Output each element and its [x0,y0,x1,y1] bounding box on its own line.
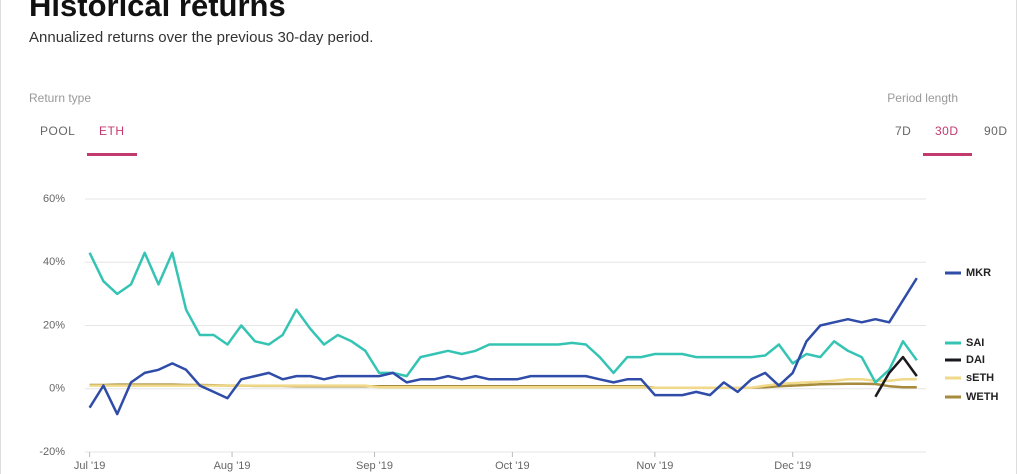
tab-90d[interactable]: 90D [984,124,1008,138]
y-tick-label: 40% [43,256,65,268]
legend-label: SAI [966,337,984,349]
y-tick-label: 20% [43,319,65,331]
x-tick-label: Oct '19 [495,460,530,472]
legend-label: DAI [966,354,985,366]
y-tick-label: -20% [39,446,65,458]
legend-label: WETH [966,391,998,403]
x-tick-label: Jul '19 [74,460,105,472]
x-tick-label: Dec '19 [774,460,811,472]
legend-label: MKR [966,267,991,279]
x-tick-label: Sep '19 [356,460,393,472]
title: Historical returns [29,0,286,23]
tab-pool[interactable]: POOL [40,124,76,138]
period-label: Period length [887,91,958,105]
series-line [88,251,918,384]
x-tick-label: Nov '19 [636,460,673,472]
series-line [874,355,918,398]
legend-label: sETH [966,372,994,384]
subtitle: Annualized returns over the previous 30-… [29,29,374,46]
tab-7d[interactable]: 7D [895,124,912,138]
y-tick-label: 0% [49,383,65,395]
tab-eth[interactable]: ETH [99,124,125,138]
series-line [88,277,918,416]
return-type-label: Return type [29,91,92,105]
active-underline [87,153,137,156]
active-underline [923,153,972,156]
x-tick-label: Aug '19 [214,460,251,472]
tab-30d[interactable]: 30D [935,124,959,138]
y-tick-label: 60% [43,193,65,205]
